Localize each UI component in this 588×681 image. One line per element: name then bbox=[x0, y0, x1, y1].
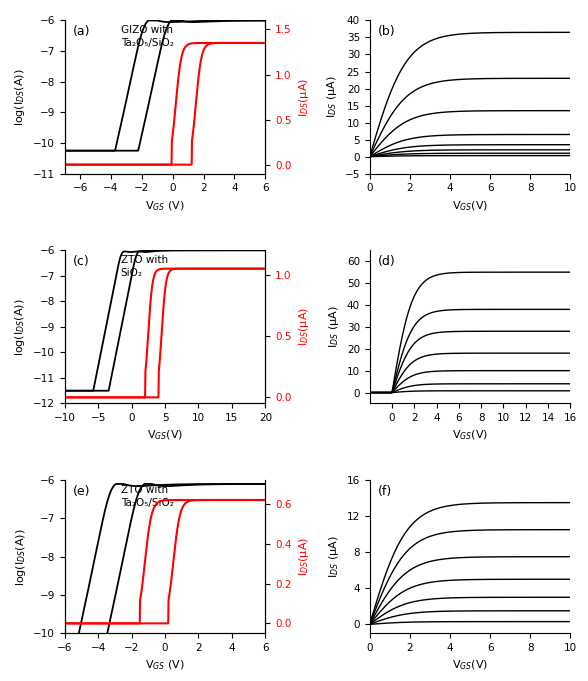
Y-axis label: log(I$_{DS}$(A)): log(I$_{DS}$(A)) bbox=[14, 298, 28, 355]
Text: (d): (d) bbox=[377, 255, 396, 268]
Y-axis label: log(I$_{DS}$(A)): log(I$_{DS}$(A)) bbox=[14, 528, 28, 586]
Text: (a): (a) bbox=[73, 25, 90, 38]
X-axis label: V$_{GS}$(V): V$_{GS}$(V) bbox=[452, 659, 488, 672]
X-axis label: V$_{GS}$ (V): V$_{GS}$ (V) bbox=[145, 199, 185, 212]
X-axis label: V$_{GS}$(V): V$_{GS}$(V) bbox=[452, 199, 488, 212]
Y-axis label: I$_{DS}$ (μA): I$_{DS}$ (μA) bbox=[328, 306, 341, 348]
Text: ZTO with
Ta₂O₅/SiO₂: ZTO with Ta₂O₅/SiO₂ bbox=[121, 485, 173, 508]
X-axis label: V$_{GS}$ (V): V$_{GS}$ (V) bbox=[145, 659, 185, 672]
Y-axis label: I$_{DS}$ (μA): I$_{DS}$ (μA) bbox=[327, 535, 341, 578]
Y-axis label: log(I$_{DS}$(A)): log(I$_{DS}$(A)) bbox=[14, 68, 28, 126]
Y-axis label: I$_{DS}$ (μA): I$_{DS}$ (μA) bbox=[325, 76, 339, 118]
Y-axis label: I$_{DS}$(μA): I$_{DS}$(μA) bbox=[297, 537, 311, 576]
Text: (f): (f) bbox=[377, 485, 392, 498]
X-axis label: V$_{GS}$(V): V$_{GS}$(V) bbox=[452, 429, 488, 443]
Text: (e): (e) bbox=[73, 485, 90, 498]
Text: ZTO with
SiO₂: ZTO with SiO₂ bbox=[121, 255, 168, 278]
X-axis label: V$_{GS}$(V): V$_{GS}$(V) bbox=[147, 429, 183, 443]
Text: GIZO with
Ta₂O₅/SiO₂: GIZO with Ta₂O₅/SiO₂ bbox=[121, 25, 173, 48]
Text: (b): (b) bbox=[377, 25, 395, 38]
Y-axis label: I$_{DS}$(μA): I$_{DS}$(μA) bbox=[297, 307, 311, 347]
Text: (c): (c) bbox=[73, 255, 89, 268]
Y-axis label: I$_{DS}$(μA): I$_{DS}$(μA) bbox=[298, 78, 311, 116]
